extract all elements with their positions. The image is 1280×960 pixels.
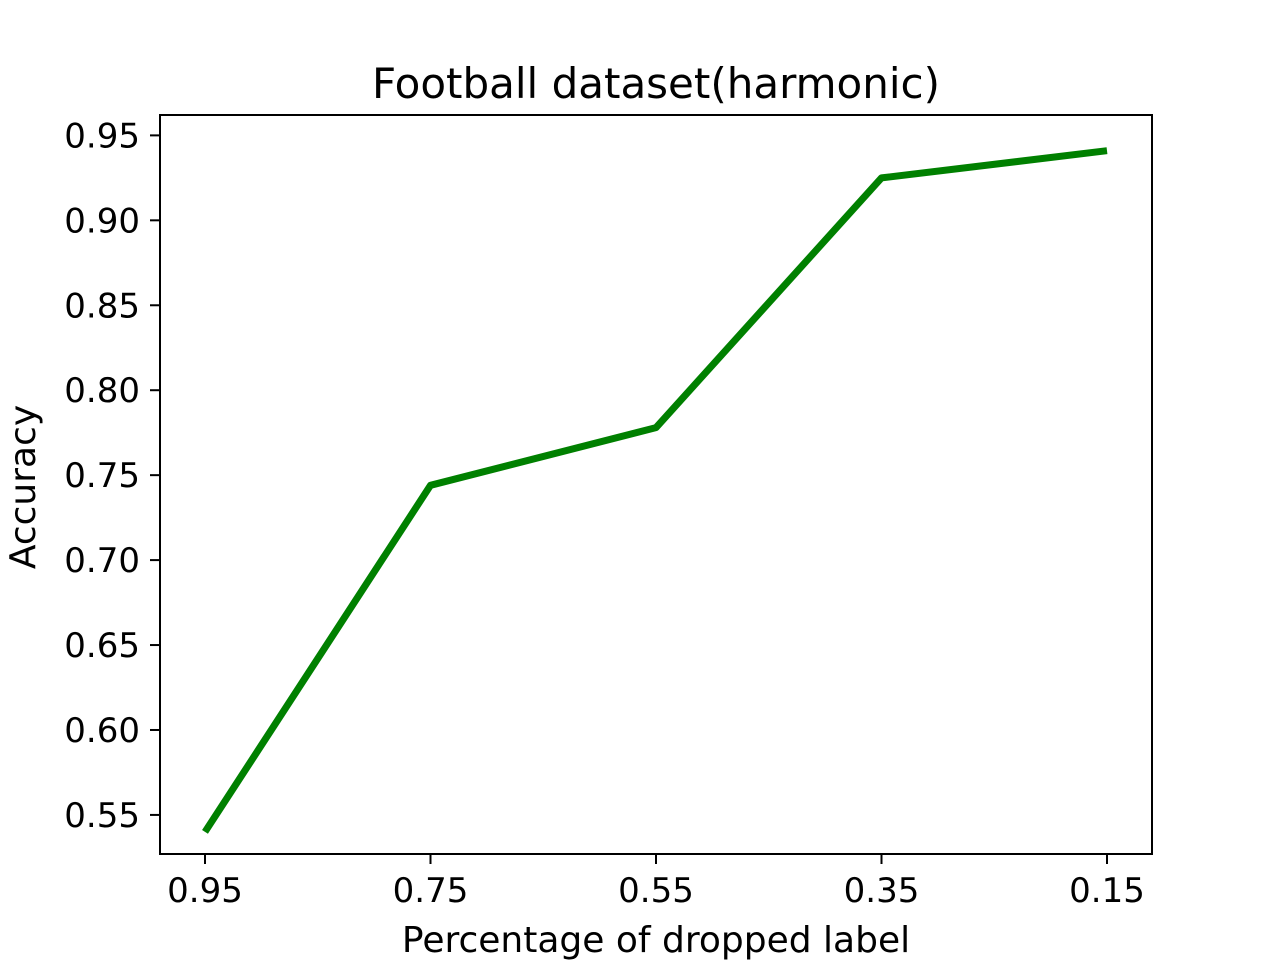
plot-area [159,114,1153,855]
y-tick-label: 0.75 [64,456,140,496]
y-tick-label: 0.60 [64,711,140,751]
y-tick-label: 0.85 [64,286,140,326]
x-tick-label: 0.15 [1069,871,1145,911]
chart-title: Football dataset(harmonic) [372,59,940,108]
y-tick-label: 0.65 [64,626,140,666]
x-axis-ticks: 0.95 0.75 0.55 0.35 0.15 [167,854,1145,911]
y-axis-label: Accuracy [3,405,44,569]
y-tick-label: 0.55 [64,796,140,836]
x-tick-label: 0.95 [167,871,243,911]
x-tick-label: 0.35 [844,871,920,911]
x-tick-label: 0.75 [393,871,469,911]
x-tick-label: 0.55 [618,871,694,911]
y-tick-label: 0.70 [64,541,140,581]
y-tick-label: 0.95 [64,116,140,156]
y-axis-ticks: 0.55 0.60 0.65 0.70 0.75 0.80 0.85 0.90 0.95 [64,116,160,836]
plot-background [160,115,1152,854]
y-tick-label: 0.90 [64,201,140,241]
x-axis-label: Percentage of dropped label [402,920,910,960]
y-tick-label: 0.80 [64,371,140,411]
